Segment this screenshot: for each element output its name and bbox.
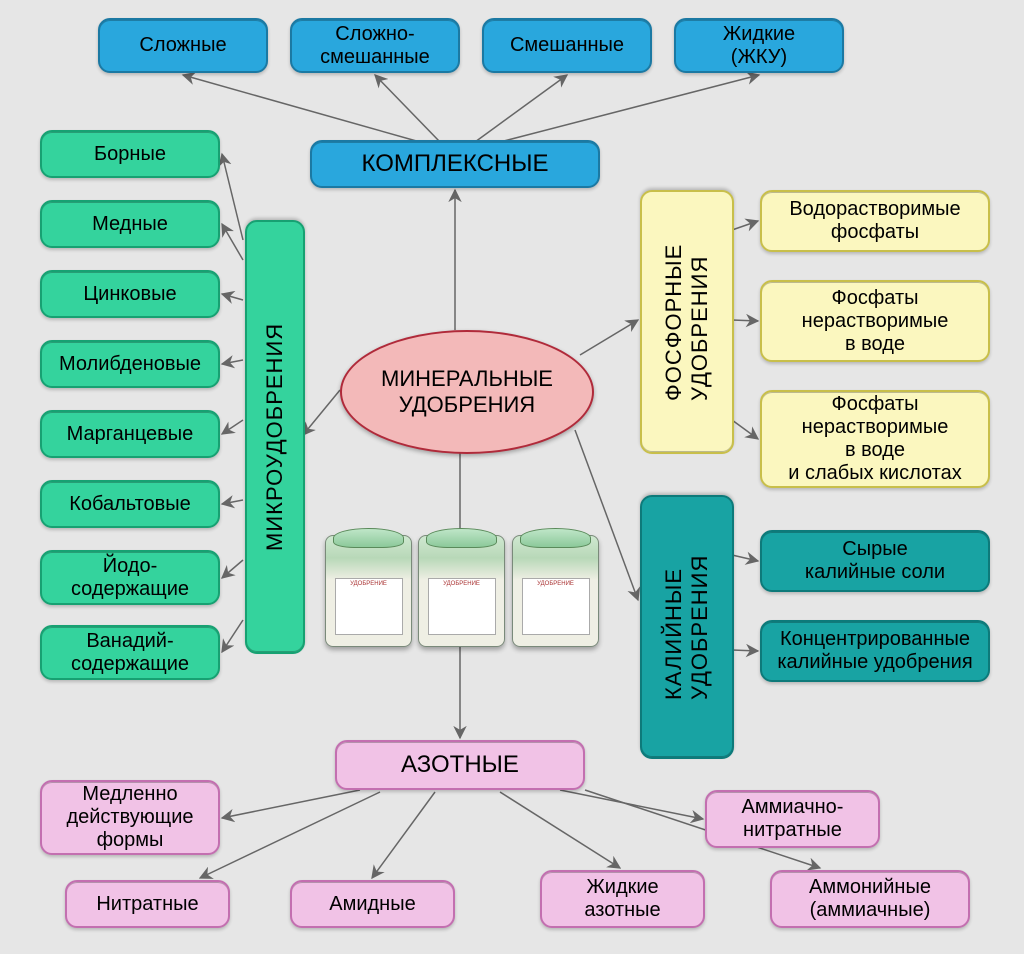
node-azot-header: АЗОТНЫЕ [335,740,585,790]
center-node: МИНЕРАЛЬНЫЕУДОБРЕНИЯ [340,330,594,454]
node-complex-1: Сложные [98,18,268,73]
node-micro-3: Цинковые [40,270,220,318]
node-complex: КОМПЛЕКСНЫЕ [310,140,600,188]
jar-decoration: УДОБРЕНИЕ [325,535,412,647]
node-phos-1: Водорастворимыефосфаты [760,190,990,252]
node-micro-2: Медные [40,200,220,248]
column-kali: КАЛИЙНЫЕУДОБРЕНИЯ [640,495,734,759]
node-azot-2: Нитратные [65,880,230,928]
node-micro-6: Кобальтовые [40,480,220,528]
node-phos-3: Фосфатынерастворимыев водеи слабых кисло… [760,390,990,488]
node-azot-3: Амидные [290,880,455,928]
node-azot-6: Аммонийные(аммиачные) [770,870,970,928]
node-kali-2: Концентрированныекалийные удобрения [760,620,990,682]
jar-decoration: УДОБРЕНИЕ [418,535,505,647]
column-phos: ФОСФОРНЫЕУДОБРЕНИЯ [640,190,734,454]
node-azot-1: Медленнодействующиеформы [40,780,220,855]
node-micro-7: Йодо-содержащие [40,550,220,605]
jar-decoration: УДОБРЕНИЕ [512,535,599,647]
node-azot-5: Аммиачно-нитратные [705,790,880,848]
node-micro-1: Борные [40,130,220,178]
column-micro: МИКРОУДОБРЕНИЯ [245,220,305,654]
node-phos-2: Фосфатынерастворимыев воде [760,280,990,362]
node-kali-1: Сырыекалийные соли [760,530,990,592]
node-micro-8: Ванадий-содержащие [40,625,220,680]
diagram-stage: МИНЕРАЛЬНЫЕУДОБРЕНИЯ МИКРОУДОБРЕНИЯ ФОСФ… [0,0,1024,954]
node-micro-5: Марганцевые [40,410,220,458]
node-complex-4: Жидкие(ЖКУ) [674,18,844,73]
node-micro-4: Молибденовые [40,340,220,388]
node-azot-4: Жидкиеазотные [540,870,705,928]
node-complex-2: Сложно-смешанные [290,18,460,73]
node-complex-3: Смешанные [482,18,652,73]
